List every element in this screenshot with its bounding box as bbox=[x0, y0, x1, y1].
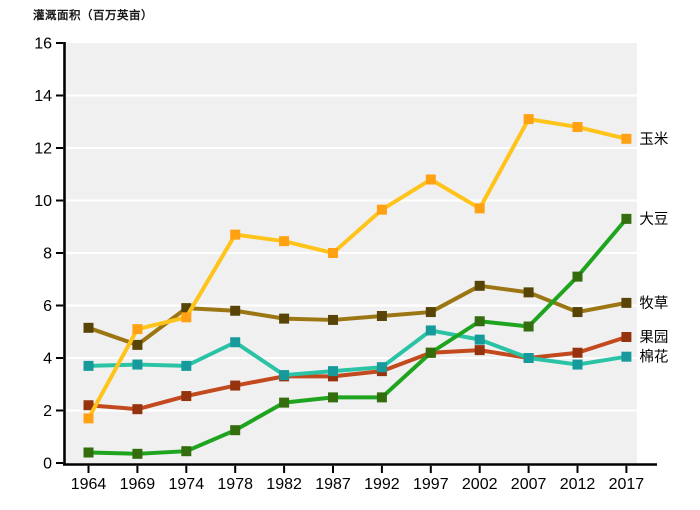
series-hay-marker bbox=[328, 314, 338, 325]
series-cotton-marker bbox=[621, 351, 632, 362]
series-orchard-marker bbox=[474, 345, 485, 356]
series-cotton-marker bbox=[425, 325, 436, 336]
series-soybean-marker bbox=[621, 213, 632, 224]
series-soybean-marker bbox=[132, 448, 143, 459]
series-cotton-marker bbox=[230, 337, 241, 348]
series-corn-marker bbox=[83, 413, 94, 424]
series-cotton-marker bbox=[474, 334, 485, 345]
x-tick-label: 1964 bbox=[71, 476, 107, 493]
series-corn-marker bbox=[181, 312, 192, 323]
series-hay-marker bbox=[376, 311, 387, 321]
series-hay-line bbox=[86, 283, 629, 347]
series-cotton-marker bbox=[572, 359, 583, 370]
series-soybean-marker bbox=[230, 425, 241, 436]
series-soybean-marker bbox=[523, 321, 534, 332]
series-soybean-marker bbox=[425, 347, 436, 358]
series-soybean-marker bbox=[376, 392, 387, 403]
y-tick-label: 8 bbox=[43, 246, 52, 263]
x-tick-label: 1987 bbox=[315, 476, 351, 493]
y-tick-label: 2 bbox=[43, 403, 52, 420]
series-hay-marker bbox=[83, 322, 94, 333]
series-corn-marker bbox=[279, 236, 290, 247]
series-orchard-marker bbox=[132, 404, 143, 415]
series-orchard-marker bbox=[230, 380, 241, 391]
series-hay-marker bbox=[181, 303, 192, 314]
series-corn-marker bbox=[621, 133, 632, 144]
series-cotton-marker bbox=[523, 353, 534, 363]
series-corn-marker bbox=[132, 324, 143, 335]
y-tick-label: 10 bbox=[34, 193, 52, 210]
series-hay-marker bbox=[279, 313, 290, 324]
series-orchard-marker bbox=[621, 332, 632, 342]
series-soybean-line bbox=[86, 216, 629, 456]
x-tick-label: 1974 bbox=[169, 476, 205, 493]
series-hay-marker bbox=[523, 287, 534, 298]
x-tick-label: 1982 bbox=[266, 476, 302, 493]
series-hay-marker bbox=[621, 297, 632, 308]
y-axis-title: 灌溉面积（百万英亩） bbox=[33, 10, 153, 22]
series-hay-marker bbox=[572, 307, 583, 318]
series-corn-marker bbox=[328, 248, 338, 258]
series-hay-marker bbox=[474, 280, 485, 291]
series-soybean-marker bbox=[181, 446, 192, 457]
series-orchard-marker bbox=[83, 400, 94, 411]
series-cotton-marker bbox=[83, 360, 94, 371]
series-corn-marker bbox=[523, 114, 534, 125]
y-tick-label: 4 bbox=[43, 351, 52, 368]
series-corn-marker bbox=[572, 122, 583, 132]
series-corn-marker bbox=[230, 229, 241, 240]
series-cotton-marker bbox=[376, 362, 387, 373]
series-cotton-marker bbox=[181, 360, 192, 371]
x-tick-label: 1992 bbox=[364, 476, 400, 493]
series-soybean-marker bbox=[328, 392, 338, 403]
x-tick-label: 1978 bbox=[217, 476, 253, 493]
series-corn-marker bbox=[425, 174, 436, 185]
series-orchard-label: 果园 bbox=[639, 330, 668, 346]
series-hay-marker bbox=[425, 307, 436, 318]
series-soybean-marker bbox=[572, 271, 583, 282]
series-corn-label: 玉米 bbox=[639, 131, 668, 148]
x-tick-label: 1969 bbox=[120, 476, 156, 493]
x-tick-label: 2012 bbox=[560, 476, 596, 493]
series-corn-line bbox=[86, 117, 629, 421]
series-soybean-marker bbox=[279, 397, 290, 408]
series-soybean-label: 大豆 bbox=[639, 211, 668, 228]
series-hay-marker bbox=[132, 339, 143, 350]
y-tick-label: 14 bbox=[34, 88, 52, 105]
series-cotton-marker bbox=[328, 366, 338, 377]
x-tick-label: 2002 bbox=[462, 476, 498, 493]
series-cotton-marker bbox=[132, 359, 143, 370]
series-orchard-marker bbox=[328, 371, 338, 382]
series-hay-label: 牧草 bbox=[639, 295, 668, 312]
y-tick-label: 0 bbox=[43, 456, 52, 473]
y-tick-label: 6 bbox=[43, 298, 52, 315]
series-hay-marker bbox=[230, 305, 241, 316]
series-cotton-label: 棉花 bbox=[639, 349, 668, 366]
x-tick-label: 2017 bbox=[609, 476, 645, 493]
series-orchard-marker bbox=[181, 391, 192, 402]
y-tick-label: 12 bbox=[34, 141, 52, 158]
x-tick-label: 2007 bbox=[511, 476, 547, 493]
series-orchard-marker bbox=[572, 347, 583, 358]
series-cotton-marker bbox=[279, 370, 290, 381]
series-corn-marker bbox=[376, 204, 387, 215]
y-tick-label: 16 bbox=[34, 36, 52, 53]
series-soybean-marker bbox=[83, 447, 94, 458]
series-corn-marker bbox=[474, 203, 485, 214]
series-cotton-line bbox=[86, 328, 629, 378]
x-tick-label: 1997 bbox=[413, 476, 449, 493]
series-soybean-marker bbox=[474, 316, 485, 327]
